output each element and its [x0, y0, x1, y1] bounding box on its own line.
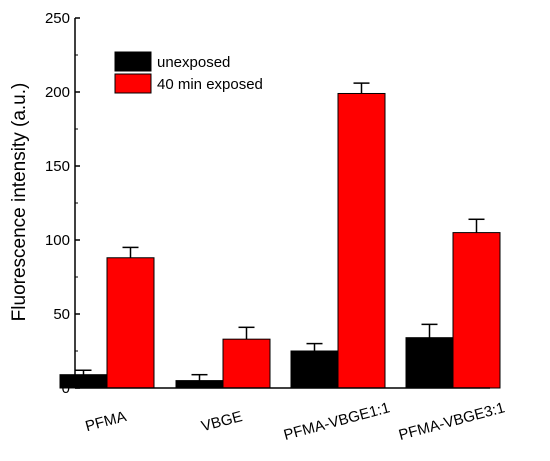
- category-label: VBGE: [200, 408, 245, 435]
- bar-unexposed: [59, 374, 108, 389]
- y-tick-label: 150: [45, 158, 70, 175]
- y-axis-title: Fluorescence intensity (a.u.): [9, 83, 30, 322]
- bar-unexposed: [175, 380, 224, 389]
- category-label: PFMA-VBGE3:1: [397, 399, 507, 444]
- bar-exposed: [452, 232, 501, 389]
- y-tick-label: 50: [53, 306, 70, 323]
- y-tick-label: 200: [45, 84, 70, 101]
- bars: [59, 82, 501, 389]
- bar-exposed: [337, 92, 386, 389]
- legend: unexposed 40 min exposed: [114, 51, 263, 94]
- y-tick-label: 250: [45, 10, 70, 27]
- legend-swatch: [114, 51, 152, 72]
- category-labels: PFMA VBGE PFMA-VBGE1:1 PFMA-VBGE3:1: [84, 399, 507, 444]
- legend-label: unexposed: [157, 54, 230, 71]
- y-tick-label: 100: [45, 232, 70, 249]
- bar-exposed: [222, 338, 271, 389]
- legend-swatch: [114, 73, 152, 94]
- category-label: PFMA-VBGE1:1: [282, 399, 392, 444]
- bar-unexposed: [405, 337, 454, 389]
- bar-exposed: [106, 257, 155, 389]
- category-label: PFMA: [84, 408, 129, 435]
- bar-unexposed: [290, 350, 339, 389]
- legend-label: 40 min exposed: [157, 76, 263, 93]
- y-tick-label: 0: [62, 380, 70, 397]
